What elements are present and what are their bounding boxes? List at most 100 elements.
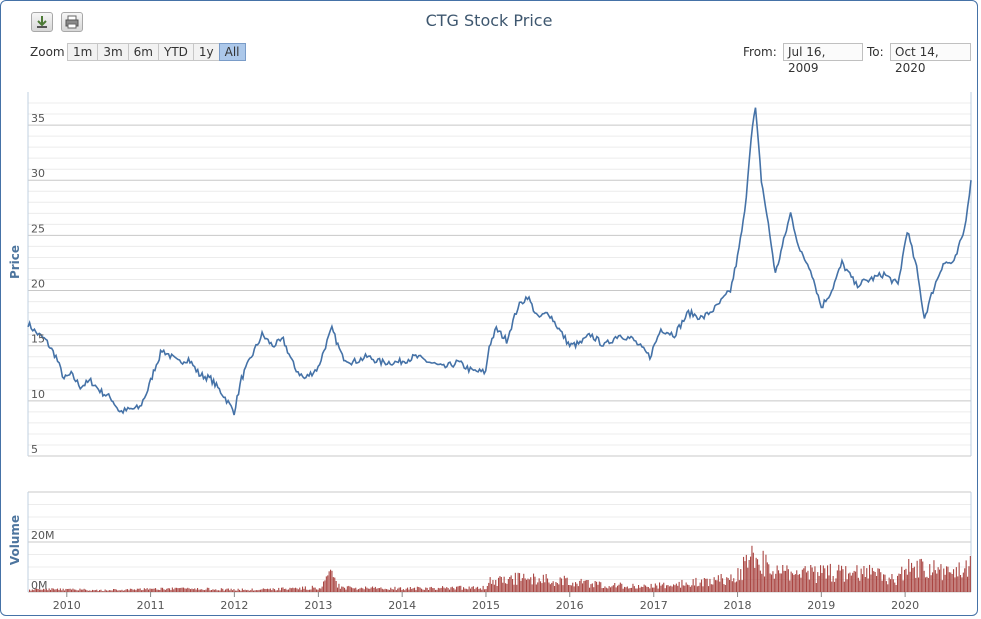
volume-bar: [103, 591, 105, 592]
volume-bar: [64, 590, 66, 592]
volume-bar: [709, 578, 711, 592]
zoom-1y-button[interactable]: 1y: [192, 43, 220, 61]
volume-bar: [307, 589, 309, 592]
from-date-input[interactable]: Jul 16, 2009: [783, 43, 863, 75]
volume-bar: [155, 588, 157, 592]
volume-bar: [631, 587, 633, 592]
volume-bar: [681, 579, 683, 592]
volume-bar: [615, 587, 617, 592]
volume-bar: [908, 559, 910, 592]
volume-bar: [30, 590, 32, 592]
volume-bar: [750, 556, 752, 592]
volume-bar: [47, 590, 49, 592]
zoom-1m-button[interactable]: 1m: [67, 43, 99, 61]
zoom-all-button[interactable]: All: [218, 43, 246, 61]
volume-bar: [481, 589, 483, 592]
to-label: To:: [867, 45, 884, 59]
volume-bar: [810, 565, 812, 592]
volume-bar: [125, 589, 127, 592]
volume-bar: [562, 585, 564, 592]
price-tick-label: 25: [31, 222, 45, 235]
volume-bar: [905, 568, 907, 592]
volume-bar: [87, 590, 89, 592]
volume-bar: [29, 589, 31, 592]
volume-bar: [969, 556, 971, 592]
volume-bar: [454, 589, 456, 592]
volume-bar: [150, 588, 152, 592]
volume-bar: [535, 584, 537, 592]
price-tick-label: 35: [31, 112, 45, 125]
volume-bar: [873, 571, 875, 592]
volume-bar: [530, 577, 532, 592]
volume-bar: [489, 577, 491, 592]
volume-bar: [320, 588, 322, 592]
volume-bar: [250, 590, 252, 592]
volume-bar: [380, 587, 382, 592]
volume-bar: [386, 589, 388, 592]
volume-bar: [429, 587, 431, 592]
volume-bar: [444, 588, 446, 592]
volume-bar: [845, 566, 847, 592]
volume-bar: [507, 579, 509, 592]
volume-bar: [603, 588, 605, 592]
volume-bar: [871, 567, 873, 592]
volume-bar: [159, 590, 161, 592]
volume-bar: [650, 583, 652, 592]
volume-bar: [570, 585, 572, 592]
volume-bar: [783, 570, 785, 592]
volume-bar: [867, 578, 869, 592]
volume-bar: [702, 586, 704, 592]
zoom-6m-button[interactable]: 6m: [127, 43, 159, 61]
volume-bar: [785, 570, 787, 592]
volume-bar: [353, 588, 355, 592]
volume-bar: [272, 588, 274, 592]
volume-bar: [178, 588, 180, 592]
zoom-3m-button[interactable]: 3m: [97, 43, 129, 61]
volume-bar: [99, 590, 101, 592]
volume-bar: [442, 586, 444, 592]
volume-bar: [691, 585, 693, 592]
volume-bar: [624, 586, 626, 592]
volume-bar: [75, 589, 77, 592]
volume-bar: [645, 585, 647, 592]
volume-bar: [292, 587, 294, 592]
volume-bar: [260, 589, 262, 592]
volume-bar: [793, 575, 795, 592]
volume-bar: [492, 580, 494, 592]
download-button[interactable]: [31, 12, 53, 32]
volume-bar: [843, 581, 845, 592]
volume-bar: [31, 589, 33, 592]
volume-bar: [372, 586, 374, 592]
volume-bar: [712, 584, 714, 592]
volume-bar: [279, 590, 281, 592]
volume-bar: [880, 572, 882, 592]
volume-bar: [526, 579, 528, 592]
volume-bar: [257, 590, 259, 592]
volume-bar: [596, 581, 598, 592]
volume-bar: [145, 589, 147, 592]
volume-bar: [248, 590, 250, 592]
volume-bar: [341, 586, 343, 592]
volume-bar: [892, 579, 894, 592]
volume-bar: [853, 570, 855, 592]
volume-bar: [765, 554, 767, 592]
to-date-input[interactable]: Oct 14, 2020: [890, 43, 971, 75]
volume-bar: [849, 572, 851, 592]
volume-bar: [885, 581, 887, 592]
volume-bar: [801, 569, 803, 592]
volume-bar: [482, 585, 484, 592]
volume-bar: [528, 579, 530, 592]
volume-bar: [201, 589, 203, 592]
volume-bar: [860, 568, 862, 592]
volume-bar: [76, 590, 78, 592]
volume-bar: [167, 588, 169, 592]
volume-bar: [59, 588, 61, 592]
x-tick-label: 2010: [53, 599, 81, 612]
volume-bar: [409, 587, 411, 592]
volume-bar: [432, 588, 434, 592]
volume-bar: [138, 588, 140, 592]
volume-bar: [433, 588, 435, 592]
volume-bar: [919, 559, 921, 592]
volume-bar: [734, 582, 736, 592]
print-button[interactable]: [61, 12, 83, 32]
